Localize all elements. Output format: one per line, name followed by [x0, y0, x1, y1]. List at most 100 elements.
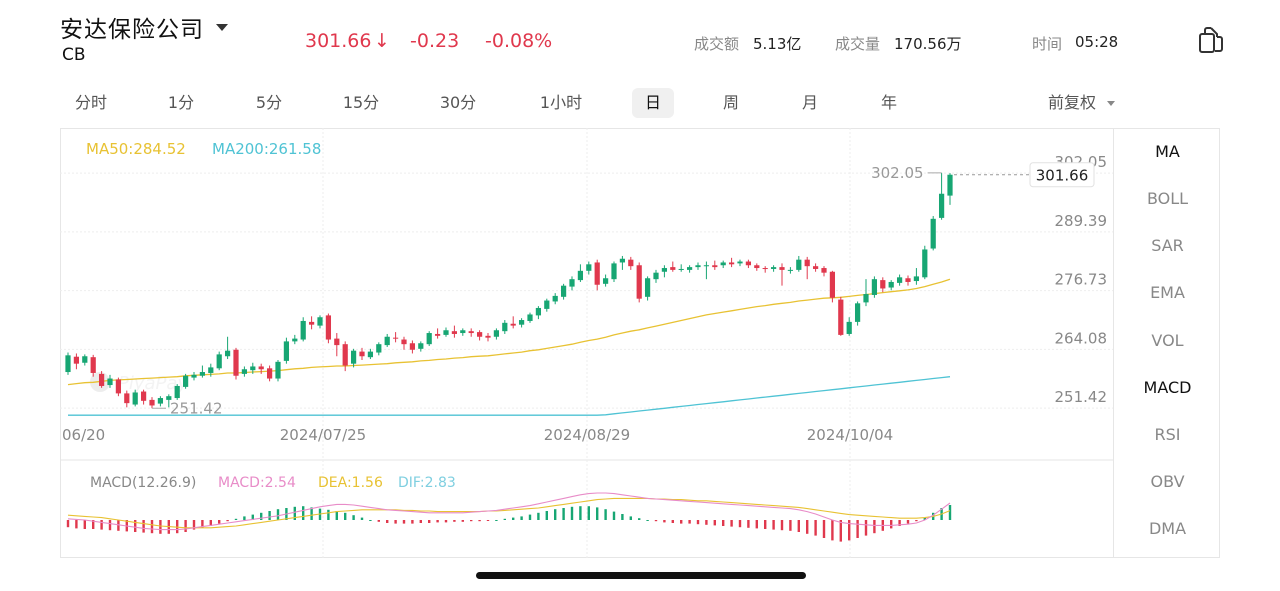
macd-histogram-bar	[806, 520, 809, 534]
macd-histogram-bar	[276, 509, 280, 520]
macd-histogram-bar	[344, 512, 347, 520]
candle	[317, 317, 323, 326]
macd-histogram-bar	[764, 520, 767, 529]
candle	[670, 267, 676, 270]
macd-histogram-bar	[512, 517, 515, 520]
tab-week[interactable]: 周	[722, 93, 739, 112]
indicator-sar[interactable]: SAR	[1151, 236, 1184, 255]
last-price-label: 301.66	[1036, 167, 1089, 185]
macd-histogram-bar	[696, 520, 700, 525]
macd-histogram-bar	[394, 520, 397, 524]
indicator-rsi[interactable]: RSI	[1154, 425, 1181, 444]
indicator-macd[interactable]: MACD	[1143, 378, 1192, 397]
macd-histogram-bar	[789, 520, 792, 531]
macd-histogram-bar	[537, 512, 540, 520]
ma200-legend: MA200:261.58	[212, 140, 321, 158]
volume-value: 170.56万	[894, 35, 962, 53]
low-price-label: 251.42	[170, 399, 223, 417]
indicator-ma[interactable]: MA	[1155, 142, 1180, 161]
candle	[250, 366, 256, 371]
candle	[308, 321, 315, 325]
candle	[754, 265, 760, 269]
tab-1hour[interactable]: 1小时	[539, 93, 583, 112]
tab-intraday[interactable]: 分时	[74, 93, 107, 112]
indicator-boll[interactable]: BOLL	[1146, 189, 1189, 208]
candle	[838, 299, 844, 335]
macd-histogram-bar	[453, 520, 456, 522]
macd-histogram-bar	[747, 520, 750, 528]
macd-histogram-bar	[192, 520, 196, 530]
x-tick-label: 2024/10/04	[807, 426, 893, 444]
tab-15min[interactable]: 15分	[342, 93, 380, 112]
candle	[544, 300, 550, 309]
candle	[896, 277, 903, 283]
tab-30min[interactable]: 30分	[439, 93, 477, 112]
macd-histogram-bar	[159, 520, 162, 534]
candle	[796, 259, 802, 270]
indicator-vol[interactable]: VOL	[1151, 331, 1184, 350]
candle	[434, 333, 441, 336]
tab-year[interactable]: 年	[880, 93, 897, 112]
candle	[770, 267, 777, 269]
macd-histogram-bar	[402, 520, 406, 524]
candle	[115, 379, 122, 394]
candle	[140, 391, 147, 401]
macd-histogram-bar	[302, 506, 305, 520]
candle	[476, 332, 483, 337]
candle	[888, 281, 894, 288]
candle	[258, 366, 264, 370]
macd-histogram-bar	[856, 520, 859, 538]
candle	[208, 367, 214, 373]
candle	[334, 338, 340, 346]
macd-histogram-bar	[428, 520, 431, 523]
tab-month[interactable]: 月	[801, 93, 818, 112]
candle	[695, 265, 701, 268]
candle	[107, 378, 113, 386]
home-indicator[interactable]	[476, 572, 806, 579]
candle	[418, 343, 424, 349]
macd-histogram-bar	[377, 520, 380, 522]
time-label: 时间	[1032, 35, 1063, 53]
tab-day[interactable]: 日	[632, 88, 674, 118]
candle	[233, 349, 239, 376]
candle	[871, 279, 878, 295]
indicator-ema[interactable]: EMA	[1150, 283, 1185, 302]
candle	[166, 396, 172, 400]
macd-histogram-bar	[234, 518, 238, 520]
macd-histogram-bar	[671, 520, 674, 523]
macd-histogram-bar	[486, 520, 490, 521]
kline-chart[interactable]: 302.05 289.39 276.73 264.08 251.42 06/20 2024/…	[60, 128, 1113, 558]
price-adjust-dropdown[interactable]: 前复权	[1048, 88, 1116, 118]
candle	[787, 269, 794, 271]
candle	[73, 356, 80, 364]
candle	[266, 368, 273, 379]
copy-icon[interactable]	[1197, 25, 1225, 55]
macd-histogram-bar	[772, 520, 775, 530]
candle	[401, 339, 407, 345]
caret-down-icon	[1107, 101, 1116, 106]
macd-histogram-bar	[184, 520, 187, 532]
macd-histogram-bar	[520, 516, 523, 520]
candle	[619, 258, 626, 263]
macd-histogram-bar	[503, 518, 506, 520]
stock-name-dropdown[interactable]: 安达保险公司	[60, 10, 228, 44]
candle	[644, 278, 651, 297]
candle	[602, 278, 609, 284]
macd-histogram-bar	[713, 520, 716, 526]
stock-header: 安达保险公司 CB 301.66 ↓ -0.23 -0.08% 成交额 5.13…	[0, 0, 1280, 80]
candle	[913, 276, 920, 282]
price-adjust-label: 前复权	[1048, 93, 1097, 112]
candle	[846, 321, 852, 334]
indicator-obv[interactable]: OBV	[1150, 472, 1185, 491]
macd-histogram-bar	[108, 520, 112, 531]
tab-5min[interactable]: 5分	[255, 93, 283, 112]
candle	[426, 333, 432, 345]
candle	[636, 265, 642, 299]
candle	[174, 385, 180, 399]
indicator-dma[interactable]: DMA	[1148, 519, 1187, 538]
macd-histogram-bar	[478, 520, 481, 522]
candle	[577, 270, 584, 281]
ma200-line	[68, 376, 951, 416]
macd-histogram-bar	[604, 509, 607, 520]
tab-1min[interactable]: 1分	[167, 93, 195, 112]
